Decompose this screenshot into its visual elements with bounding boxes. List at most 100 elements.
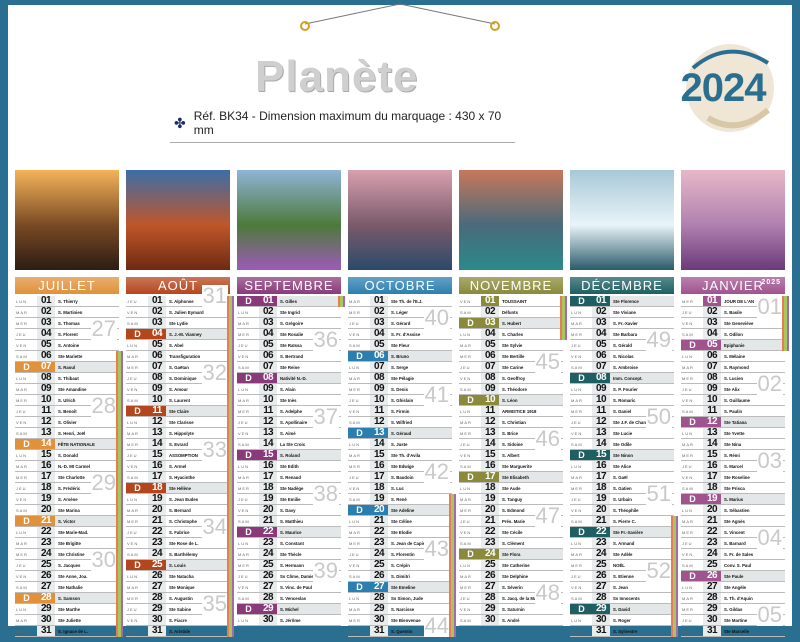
day-number: 25: [703, 560, 721, 570]
saint-name: Epiphanie: [724, 342, 745, 348]
day-number: 03: [703, 318, 721, 328]
day-number: 08: [370, 373, 388, 383]
day-number: 15: [148, 450, 166, 460]
day-number: 04: [481, 329, 499, 339]
day-number: 17: [481, 472, 499, 482]
day-number: 04: [37, 329, 55, 339]
saint-name: Ss Simon, Jude: [391, 595, 423, 601]
day-row: MAR 07 S. Raymond: [681, 362, 785, 373]
week-number: 05: [756, 602, 783, 627]
saint-name: S. Apollinaire: [280, 419, 308, 425]
day-number: 01: [370, 296, 388, 306]
day-number: 30: [370, 615, 388, 625]
saint-name: S. Gatien: [613, 485, 632, 491]
holiday-zone-stripe: [118, 351, 121, 637]
day-row: MER 04 Ste Barbara: [570, 329, 674, 340]
day-number: 19: [370, 494, 388, 504]
day-number: 14: [259, 439, 277, 449]
day-row: JEU 21 Prés. Marie 47: [459, 505, 563, 527]
saint-name: Ste J.F. de Chantal: [613, 419, 651, 425]
saint-name: S. Maurice: [280, 529, 302, 535]
saint-name: S. J.-M. Vianney: [169, 331, 202, 337]
saint-name: Ste Bienvenue: [391, 617, 421, 623]
day-row: SAM 28 Ss Innocents: [570, 593, 674, 604]
holiday-zone-stripe: [449, 494, 452, 637]
month-header: JANVIER 2025: [681, 277, 785, 294]
weekday-label: JEU: [127, 529, 138, 535]
saint-name: S. Raymond: [724, 364, 749, 370]
day-number: 28: [703, 593, 721, 603]
frame-left: [0, 0, 8, 642]
day-row: D 03 S. Hubert: [459, 318, 563, 329]
weekday-label: VEN: [682, 320, 694, 326]
day-number: 15: [370, 450, 388, 460]
day-number: 12: [148, 417, 166, 427]
weekday-label: MER: [16, 551, 28, 557]
day-number: 05: [481, 340, 499, 350]
holiday-zone-stripe: [673, 516, 676, 637]
day-row: LUN 06 S. Mélaine: [681, 351, 785, 362]
saint-name: S. Paulin: [724, 408, 743, 414]
day-row: VEN 13 S. Aimé: [237, 428, 341, 439]
day-number: 22: [259, 527, 277, 537]
day-number: 23: [592, 538, 610, 548]
day-row: VEN 01 TOUSSAINT: [459, 296, 563, 307]
day-number: 13: [481, 428, 499, 438]
saint-name: Ste Marcelle: [724, 628, 750, 634]
day-number: 04: [370, 329, 388, 339]
day-number: 30: [37, 615, 55, 625]
weekday-label: LUN: [571, 463, 583, 469]
day-row: MER 10 S. Ulrich: [15, 395, 119, 406]
day-number: 31: [592, 626, 610, 636]
saint-name: S. Alain: [280, 386, 296, 392]
day-row: SAM 27 Ste Nathalie: [15, 582, 119, 593]
day-row: MAR 24 Ste Thècle: [237, 549, 341, 560]
day-number: 11: [370, 406, 388, 416]
weekday-label: MER: [238, 408, 250, 414]
day-row: SAM 20 Ste Marina: [15, 505, 119, 516]
weekday-label: MAR: [460, 496, 472, 502]
weekday-label: MAR: [127, 584, 139, 590]
day-number: 19: [481, 494, 499, 504]
day-row: LUN 09 S. Alain: [237, 384, 341, 395]
saint-name: S. Aristide: [169, 628, 191, 634]
saint-name: Ste Emeline: [391, 584, 416, 590]
day-row: D 10 S. Léon: [459, 395, 563, 406]
saint-name: S. Jean de Capistran: [391, 540, 434, 546]
day-number: 25: [37, 560, 55, 570]
day-row: D 17 Ste Elisabeth: [459, 472, 563, 483]
day-number: 31: [37, 626, 55, 636]
weekday-label: MER: [349, 540, 361, 546]
weekday-label: JEU: [127, 298, 138, 304]
saint-name: Ste Martine: [724, 617, 748, 623]
day-number: 14: [37, 439, 55, 449]
day-row: MAR 14 Ste Nina: [681, 439, 785, 450]
day-row: JEU 12 Ste J.F. de Chantal 50: [570, 406, 674, 428]
day-row: D 11 Ste Claire: [126, 406, 230, 417]
day-row: JEU 16 S. Marcel 03: [681, 450, 785, 472]
weekday-label: SAM: [238, 518, 250, 524]
day-row: D 08 Nativité N.-D.: [237, 373, 341, 384]
saint-name: Ste Thècle: [280, 551, 302, 557]
weekday-label: D: [681, 340, 703, 350]
week-number: 01: [756, 294, 783, 319]
day-number: 16: [370, 461, 388, 471]
weekday-label: LUN: [238, 540, 250, 546]
day-number: 18: [259, 483, 277, 493]
weekday-label: JEU: [460, 441, 471, 447]
day-row: JEU 29 Ste Sabine 35: [126, 593, 230, 615]
weekday-label: VEN: [16, 496, 28, 502]
weekday-label: MER: [571, 562, 583, 568]
day-row: D 18 Ste Hélène: [126, 483, 230, 494]
day-number: 15: [481, 450, 499, 460]
saint-name: FÊTE NATIONALE: [58, 441, 95, 447]
weekday-label: JEU: [16, 562, 27, 568]
weekday-label: LUN: [349, 595, 361, 601]
day-row: MER 04 Ste Rosalie: [237, 329, 341, 340]
day-number: 14: [370, 439, 388, 449]
week-number: 02: [756, 371, 783, 396]
day-number: 19: [259, 494, 277, 504]
day-number: 25: [481, 560, 499, 570]
saint-name: S. Samson: [58, 595, 80, 601]
day-number: 24: [148, 549, 166, 559]
